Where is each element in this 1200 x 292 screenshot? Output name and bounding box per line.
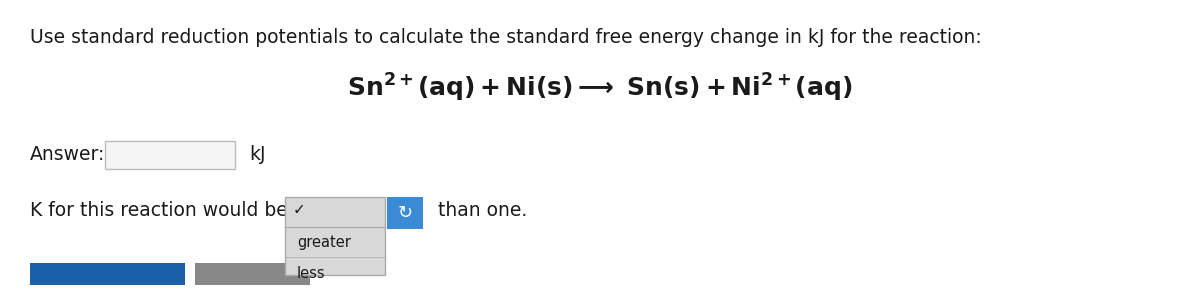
Text: than one.: than one.	[438, 201, 527, 220]
Text: kJ: kJ	[250, 145, 265, 164]
Text: Answer:: Answer:	[30, 145, 106, 164]
FancyBboxPatch shape	[286, 197, 385, 275]
FancyBboxPatch shape	[106, 141, 235, 169]
Text: ↻: ↻	[397, 204, 413, 222]
Text: $\mathbf{Sn^{2+}(aq) + Ni(s){\longrightarrow}\ Sn(s) + Ni^{2+}(aq)}$: $\mathbf{Sn^{2+}(aq) + Ni(s){\longrighta…	[347, 72, 853, 104]
Text: Use standard reduction potentials to calculate the standard free energy change i: Use standard reduction potentials to cal…	[30, 28, 982, 47]
FancyBboxPatch shape	[194, 263, 310, 285]
FancyBboxPatch shape	[30, 263, 185, 285]
FancyBboxPatch shape	[386, 197, 424, 229]
Text: K for this reaction would be: K for this reaction would be	[30, 201, 288, 220]
Text: less: less	[298, 265, 325, 281]
Text: ✓: ✓	[293, 202, 306, 218]
Text: greater: greater	[298, 236, 350, 251]
